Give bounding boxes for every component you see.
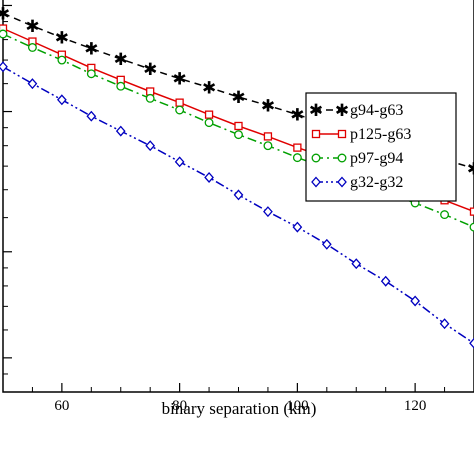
data-point (204, 171, 214, 183)
data-point (410, 295, 420, 307)
legend-marker (311, 129, 321, 139)
data-point (204, 110, 214, 119)
legend-box (305, 92, 457, 202)
legend-label: g94-g63 (350, 102, 403, 119)
data-point (469, 222, 474, 232)
legend-label: p125-g63 (350, 126, 411, 143)
data-point (233, 189, 244, 201)
data-point: ✱ (25, 17, 39, 37)
data-point (27, 43, 37, 52)
data-point (145, 140, 156, 152)
data-point (145, 93, 155, 103)
series-g32-g32 (0, 61, 474, 349)
legend-marker (337, 129, 347, 139)
x-ticks: 60 80 100 120 (2, 383, 474, 414)
data-point (175, 105, 185, 115)
legend-marker (311, 176, 321, 188)
data-point: ✱ (467, 159, 474, 179)
x-tick-label: 120 (404, 398, 427, 414)
data-point (115, 125, 126, 137)
legend-marker (337, 153, 347, 163)
data-point (380, 275, 391, 287)
data-point: ✱ (261, 97, 275, 117)
data-point (469, 207, 474, 216)
x-tick-label: 60 (54, 398, 69, 414)
data-point (86, 110, 97, 122)
data-point (439, 318, 450, 330)
data-point (469, 337, 474, 349)
data-point (321, 238, 332, 250)
data-point: ✱ (173, 70, 187, 90)
legend-item: p125-g63 (311, 126, 411, 143)
x-tick-label: 80 (172, 398, 187, 414)
data-point (440, 210, 450, 220)
x-tick-label: 100 (286, 398, 309, 414)
data-point (175, 98, 184, 107)
data-point (116, 81, 126, 91)
data-point: ✱ (114, 50, 128, 70)
legend-marker: ✱ (309, 101, 323, 121)
data-point (57, 94, 67, 106)
data-point (292, 221, 303, 233)
legend-item: g32-g32 (311, 174, 403, 191)
data-point (204, 118, 214, 128)
data-point (0, 29, 8, 39)
legend-label: g32-g32 (350, 174, 403, 191)
legend-item: p97-g94 (311, 150, 403, 167)
data-point (234, 130, 243, 140)
legend-marker: ✱ (335, 101, 349, 121)
data-point (263, 141, 273, 151)
data-point (351, 258, 362, 270)
legend-marker (337, 176, 347, 188)
data-point (293, 143, 302, 152)
data-point: ✱ (84, 39, 98, 59)
data-point (174, 156, 185, 168)
data-point: ✱ (290, 106, 304, 126)
data-point: ✱ (0, 4, 10, 24)
data-point (86, 69, 96, 79)
data-point (27, 78, 38, 90)
data-point: ✱ (231, 88, 245, 108)
data-point (292, 153, 302, 163)
data-point: ✱ (143, 60, 157, 80)
data-point (263, 206, 273, 218)
data-point (263, 132, 273, 141)
y-ticks (3, 4, 12, 375)
data-point: ✱ (202, 79, 216, 99)
legend-marker (311, 153, 321, 163)
data-point (234, 121, 243, 131)
data-point (0, 61, 8, 73)
data-point: ✱ (55, 29, 69, 49)
legend-label: p97-g94 (350, 150, 403, 167)
x-axis-label: binary separation (km) (162, 399, 317, 418)
data-point (57, 55, 67, 65)
legend-item: ✱ ✱ g94-g63 (309, 101, 403, 121)
